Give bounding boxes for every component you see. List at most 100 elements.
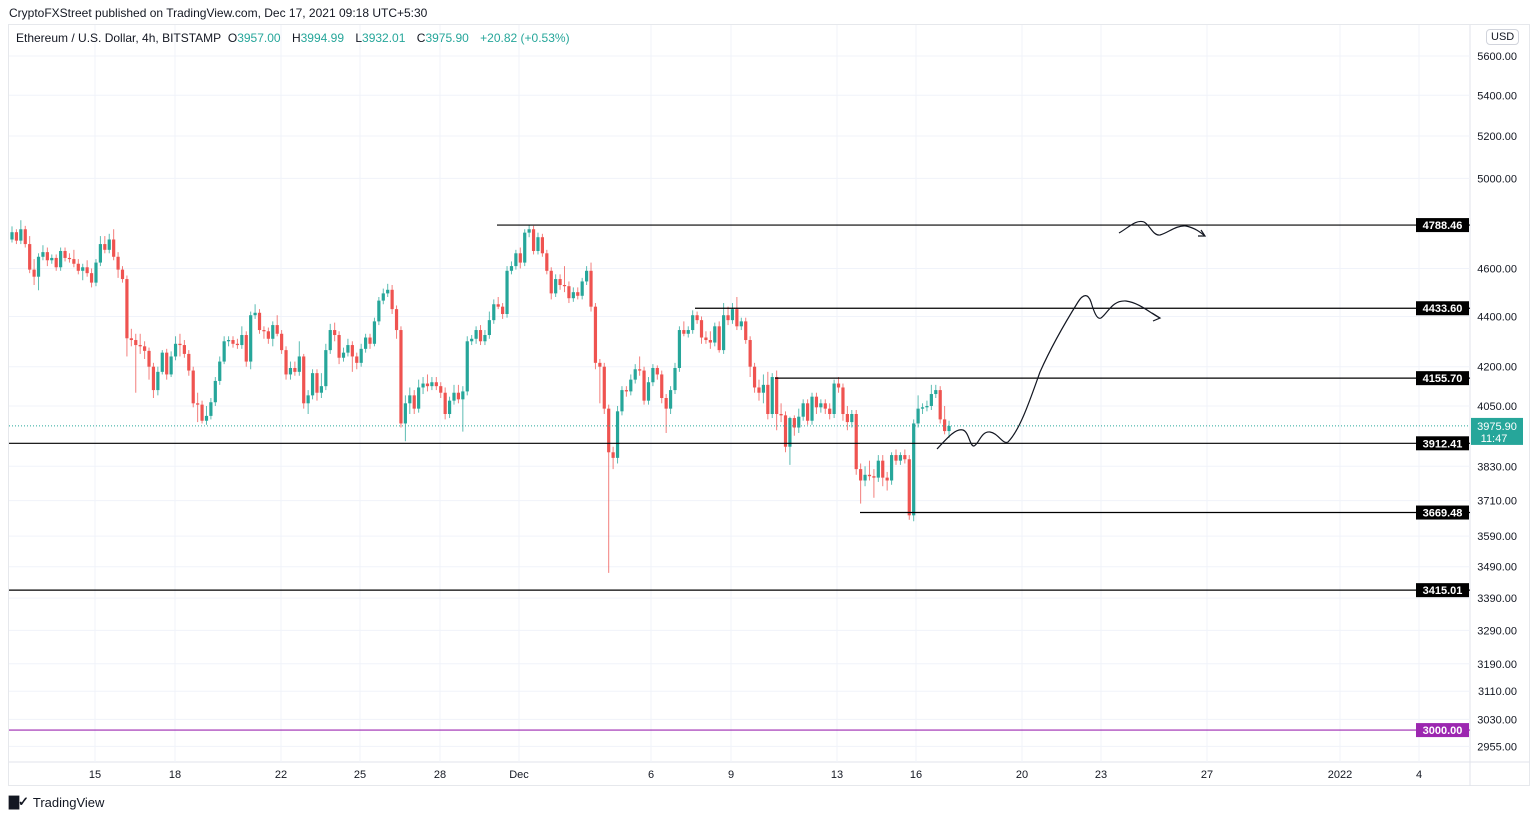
candle — [337, 331, 341, 365]
x-tick-label: 15 — [89, 769, 101, 781]
projected-path-up-to-4433[interactable] — [936, 295, 1161, 450]
candle — [10, 226, 14, 243]
candle — [779, 403, 783, 423]
y-tick-label: 4600.00 — [1477, 263, 1517, 275]
low-label: L — [355, 31, 363, 45]
level-price-tag-text: 4433.60 — [1423, 303, 1463, 315]
candle — [713, 322, 717, 347]
candle-body — [832, 383, 836, 415]
candle — [275, 315, 279, 337]
candle — [744, 317, 748, 344]
candle-body — [244, 335, 248, 362]
candle-body — [129, 338, 133, 341]
candle — [209, 398, 213, 420]
candle — [841, 383, 845, 421]
candle-body — [213, 380, 217, 403]
candle — [934, 384, 938, 399]
candle-body — [293, 367, 297, 372]
grid — [9, 25, 1530, 786]
candle — [173, 336, 178, 361]
candle-body — [514, 253, 518, 267]
level-price-tag — [1416, 505, 1469, 520]
candle-body — [14, 232, 19, 241]
candle — [478, 325, 483, 346]
footer: ▇​✓ TradingView — [9, 794, 104, 810]
candle-body — [36, 256, 41, 277]
candle — [107, 233, 111, 254]
candle-body — [430, 382, 434, 387]
candle — [554, 274, 558, 297]
candle — [156, 366, 160, 396]
candle — [143, 341, 147, 360]
candle — [814, 392, 819, 415]
candle — [470, 335, 474, 346]
x-tick-label: 20 — [1016, 769, 1028, 781]
candle — [576, 287, 580, 300]
candle-body — [651, 367, 655, 383]
candle-body — [421, 383, 425, 388]
candle — [677, 326, 682, 372]
candle — [819, 399, 823, 413]
candle — [629, 374, 633, 396]
candle-body — [324, 350, 328, 387]
candle-body — [204, 415, 209, 421]
price-axis[interactable]: 5600.00 5400.00 5200.00 5000.00 4600.00 4400.… — [1477, 51, 1517, 753]
candle-body — [752, 366, 757, 388]
candle — [545, 249, 549, 275]
candle-body — [686, 330, 690, 334]
candle-body — [766, 384, 770, 415]
candle — [28, 236, 32, 274]
candle-body — [120, 269, 125, 280]
candle-body — [50, 257, 54, 261]
candle — [876, 455, 880, 482]
candle-body — [907, 459, 911, 516]
candle-body — [257, 312, 262, 331]
symbol-name[interactable]: Ethereum / U.S. Dollar, 4h, BITSTAMP — [16, 31, 222, 45]
candle-body — [642, 370, 646, 401]
level-price-tag-text: 3669.48 — [1423, 508, 1463, 520]
candle — [425, 374, 430, 392]
candle — [664, 394, 668, 433]
level-price-tag-text: 4788.46 — [1423, 220, 1463, 232]
candle-body — [372, 321, 377, 344]
candle — [881, 455, 885, 487]
candle — [288, 361, 293, 380]
time-axis[interactable]: 15 18 22 25 28 Dec 6 9 13 16 20 23 27 2022 4 — [89, 769, 1422, 781]
candle-body — [872, 476, 876, 478]
change-value: +20.82 (+0.53%) — [480, 31, 570, 45]
candle-body — [562, 285, 567, 287]
candle — [226, 336, 231, 347]
candle-body — [28, 244, 32, 270]
candle-body — [81, 267, 85, 271]
candle — [691, 310, 695, 334]
candle — [651, 364, 655, 387]
projected-path-at-4788[interactable] — [1118, 220, 1206, 237]
candle-body — [894, 455, 898, 461]
candle-body — [41, 252, 45, 257]
candle — [310, 369, 315, 400]
x-tick-label: 4 — [1416, 769, 1422, 781]
candle — [938, 386, 942, 424]
candle-body — [182, 345, 186, 354]
candle-body — [845, 414, 849, 423]
candle-body — [505, 270, 509, 315]
y-tick-label: 4200.00 — [1477, 362, 1517, 374]
candle-body — [947, 425, 951, 432]
candle — [872, 469, 876, 498]
candle — [165, 348, 169, 380]
candle-body — [355, 356, 359, 363]
candle — [571, 287, 575, 302]
candle — [408, 387, 412, 415]
currency-button[interactable]: USD — [1486, 29, 1520, 45]
last-price-tag — [1471, 417, 1523, 445]
candle — [823, 399, 827, 415]
candle — [169, 351, 173, 378]
candle — [898, 452, 903, 465]
candle-body — [713, 326, 717, 343]
candle — [859, 463, 863, 504]
candle-body — [823, 403, 827, 409]
candle-body — [262, 330, 266, 332]
candle-body — [576, 292, 580, 296]
candle-body — [302, 356, 306, 404]
